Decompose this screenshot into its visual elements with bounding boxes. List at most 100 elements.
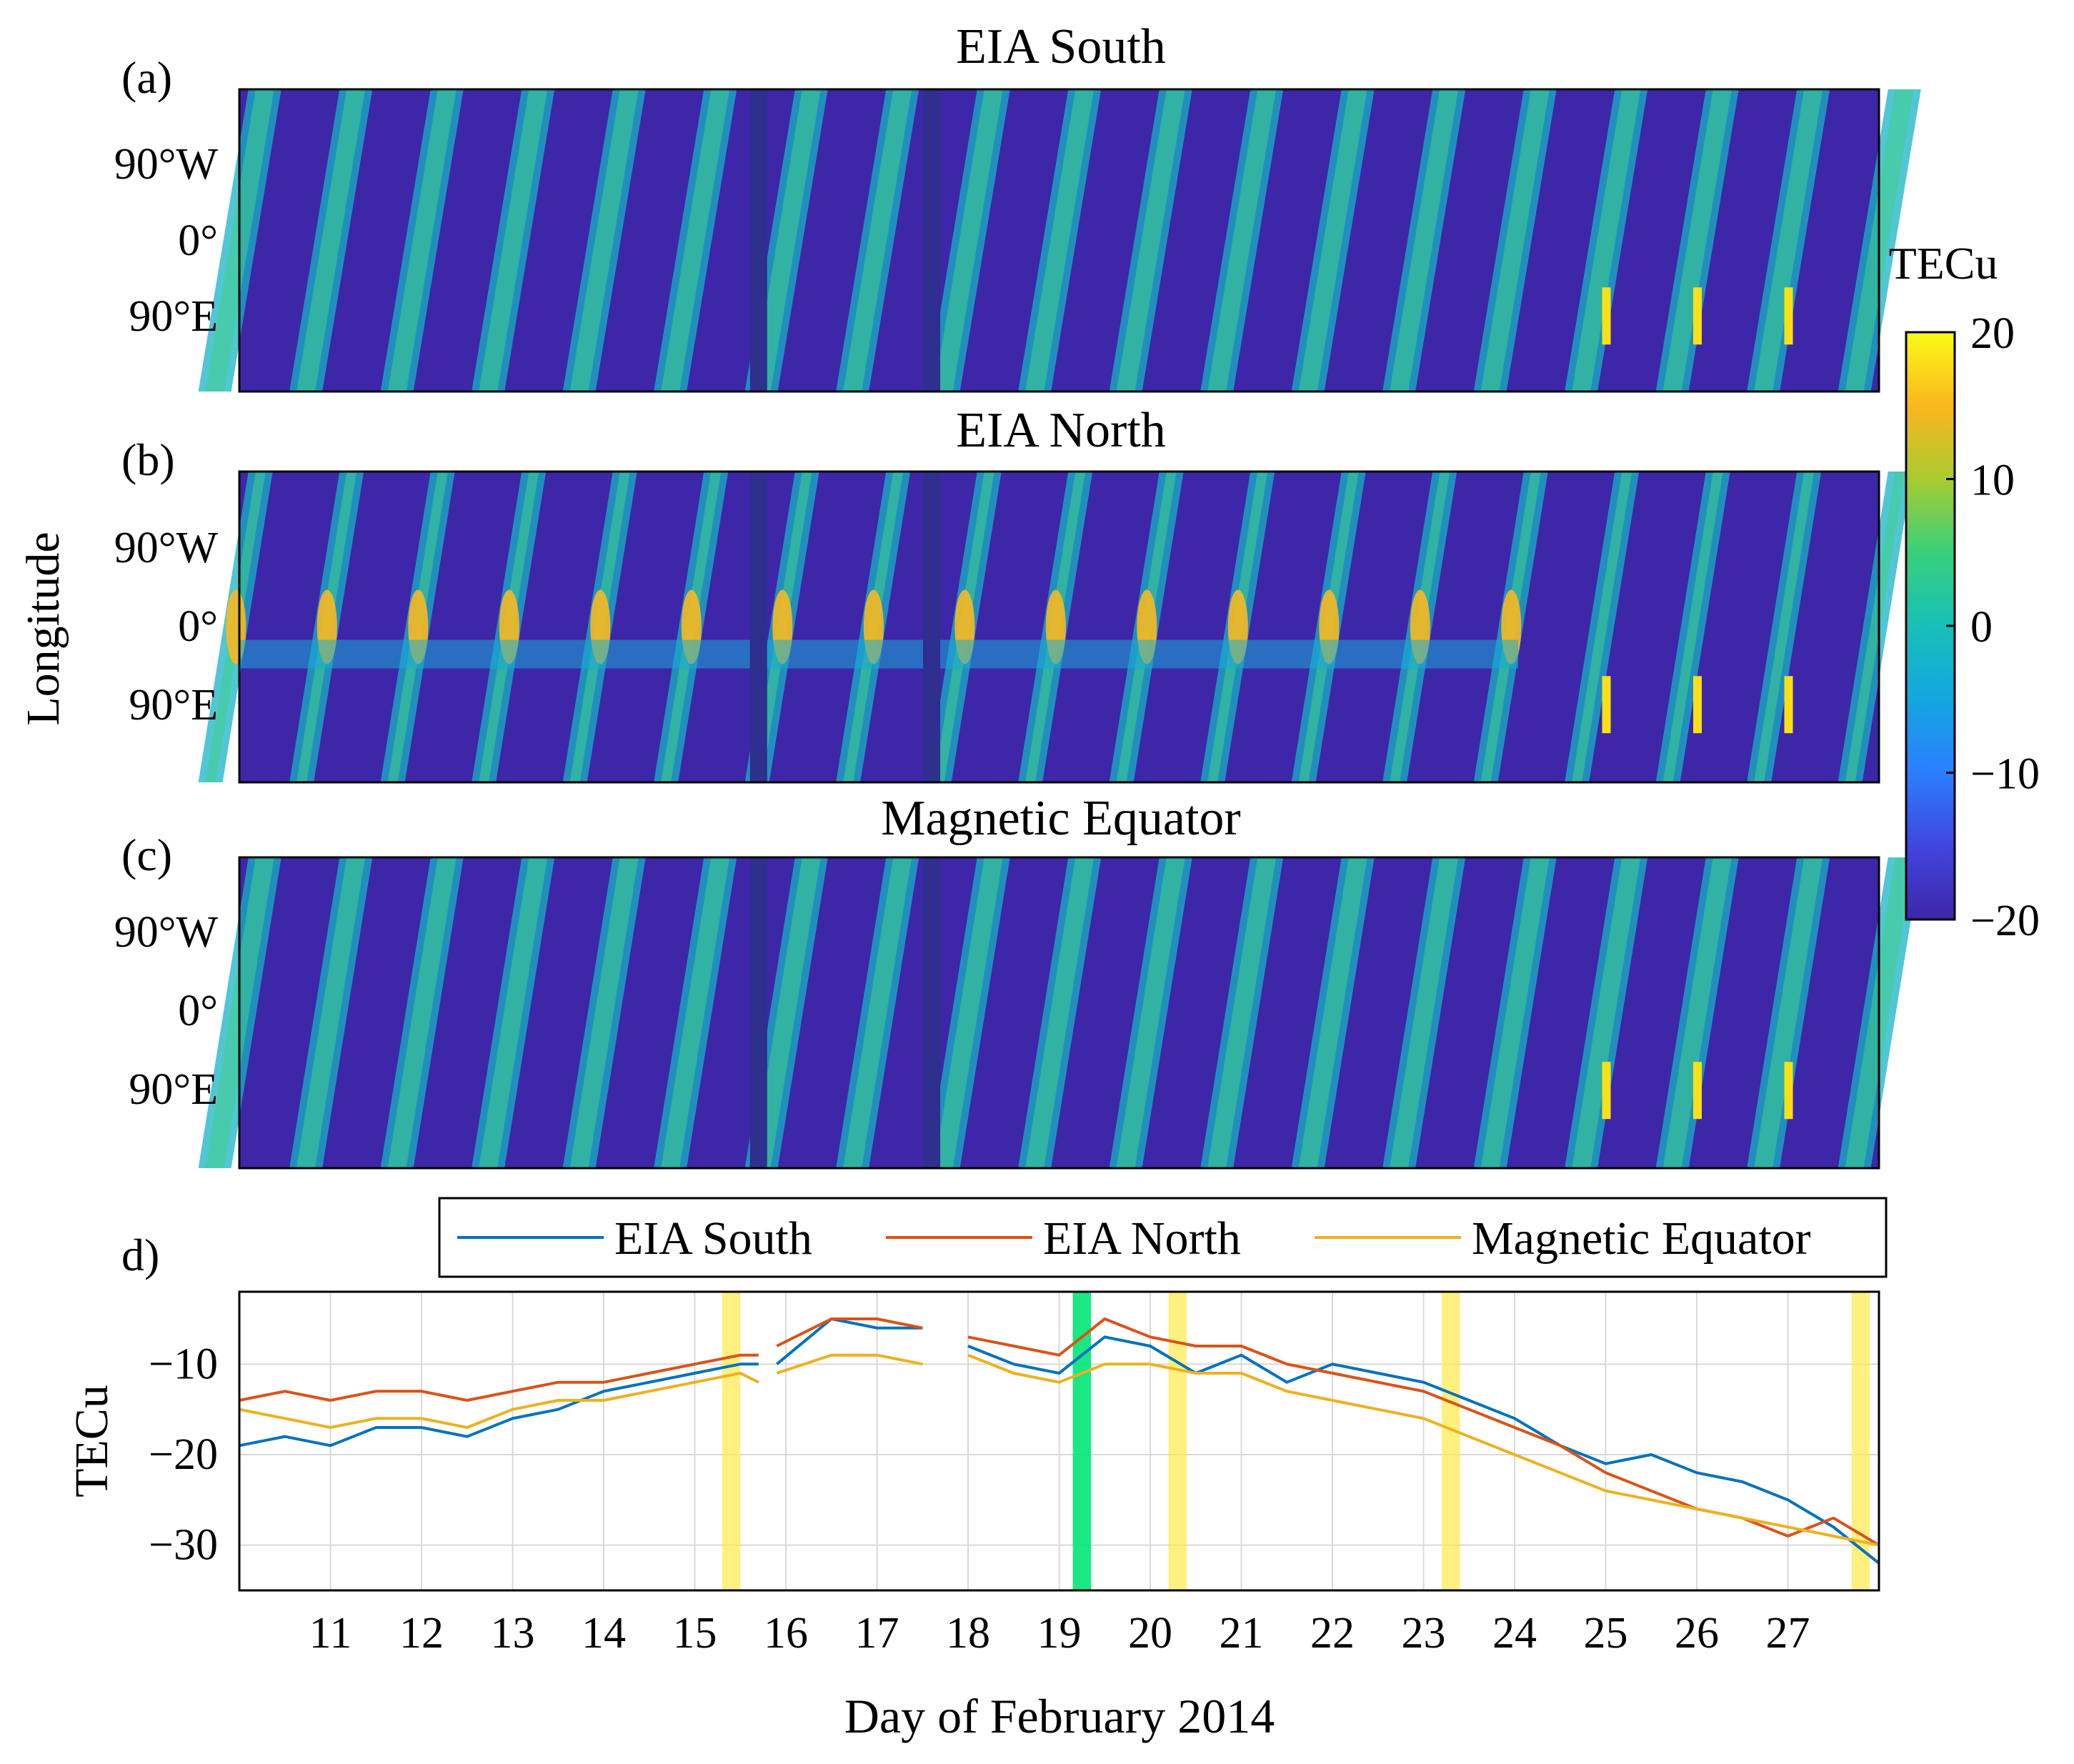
legend-label-eia-north: EIA North bbox=[1043, 1212, 1241, 1265]
heatmap-band-core bbox=[934, 89, 1003, 392]
panel-a-ytick-90w: 90°W bbox=[114, 140, 219, 189]
heatmap-band-core bbox=[1116, 89, 1185, 392]
colorbar-tick-label: 0 bbox=[1970, 603, 1993, 652]
panel-c-yticks: 90°W 0° 90°E bbox=[114, 908, 219, 1114]
heatmap-band-core bbox=[661, 89, 730, 392]
panel-d-xtick-label: 14 bbox=[582, 1609, 626, 1658]
panel-b-yticks: 90°W 0° 90°E bbox=[114, 524, 219, 729]
panel-a-ytick-90e: 90°E bbox=[129, 292, 218, 341]
panel-d-ytick-label: −20 bbox=[149, 1430, 218, 1479]
colorbar-label: TECu bbox=[1889, 238, 1998, 289]
panel-d-xtick-label: 16 bbox=[764, 1609, 808, 1658]
panel-d-letter: d) bbox=[121, 1230, 159, 1280]
colorbar-tick-label: 10 bbox=[1970, 457, 2015, 505]
panel-d-xticks: 11 12 13 14 15 16 17 18 19 20 21 22 23 24 25 26 27 bbox=[309, 1609, 1810, 1658]
panel-d-xtick-label: 26 bbox=[1675, 1609, 1719, 1658]
heatmap-band-core bbox=[296, 857, 366, 1168]
panel-d-xtick-label: 13 bbox=[491, 1609, 535, 1658]
panel-d-xtick-label: 25 bbox=[1584, 1609, 1628, 1658]
heatmap-band-core bbox=[661, 857, 730, 1168]
panel-b-frame bbox=[238, 470, 1880, 784]
heatmap-band-core bbox=[1390, 89, 1459, 392]
legend-label-eia-south: EIA South bbox=[614, 1212, 812, 1265]
heatmap-data-gap bbox=[749, 857, 767, 1168]
heatmap-spike bbox=[1602, 676, 1611, 734]
panel-c-ytick-90e: 90°E bbox=[129, 1065, 218, 1114]
heatmap-band-core bbox=[479, 857, 548, 1168]
colorbar-ticks: 20 10 0 −10 −20 bbox=[1946, 309, 2040, 945]
panel-c-title: Magnetic Equator bbox=[881, 791, 1240, 846]
heatmap-band-core bbox=[1298, 857, 1367, 1168]
heatmap-band-core bbox=[752, 89, 821, 392]
panel-b-title: EIA North bbox=[956, 403, 1166, 458]
heatmap-spike bbox=[1693, 676, 1702, 734]
heatmap-band-core bbox=[1480, 89, 1550, 392]
heatmap-band-core bbox=[1480, 857, 1550, 1168]
heatmap-band-core bbox=[387, 857, 457, 1168]
heatmap-band-core bbox=[843, 89, 912, 392]
heatmap-band-core bbox=[843, 857, 912, 1168]
highlight-span-yellow bbox=[1851, 1292, 1870, 1590]
heatmap-band-core bbox=[1207, 857, 1277, 1168]
panel-d: d) EIA South EIA North Magnetic Equator … bbox=[66, 1197, 1888, 1743]
heatmap-band-core bbox=[1662, 472, 1723, 782]
heatmap-band-core bbox=[752, 857, 821, 1168]
highlight-span-yellow bbox=[722, 1292, 741, 1590]
heatmap-spike bbox=[1784, 1062, 1793, 1120]
heatmap-band-core bbox=[1572, 857, 1641, 1168]
panel-d-ytick-label: −30 bbox=[149, 1521, 218, 1570]
panel-d-xtick-label: 19 bbox=[1037, 1609, 1082, 1658]
legend: EIA South EIA North Magnetic Equator bbox=[438, 1197, 1888, 1278]
panel-a-yticks: 90°W 0° 90°E bbox=[114, 140, 219, 341]
heatmap-band-core bbox=[1207, 89, 1277, 392]
panel-a: EIA South (a) 90°W 0° 90°E bbox=[114, 19, 1921, 393]
panel-d-xtick-label: 20 bbox=[1128, 1609, 1172, 1658]
panel-a-letter: (a) bbox=[121, 52, 172, 103]
panel-b: EIA North (b) 90°W 0° 90°E bbox=[114, 403, 1913, 784]
heatmap-spike bbox=[1784, 676, 1793, 734]
heatmap-band-core bbox=[1662, 89, 1732, 392]
panel-d-xtick-label: 23 bbox=[1402, 1609, 1446, 1658]
heatmap-spike bbox=[1602, 1062, 1611, 1120]
heatmap-band-core bbox=[1754, 857, 1823, 1168]
highlight-span-yellow bbox=[1442, 1292, 1460, 1590]
series-line-0 bbox=[239, 1317, 1880, 1565]
panel-a-title: EIA South bbox=[956, 19, 1166, 74]
heatmap-band-core bbox=[1298, 89, 1367, 392]
heatmap-spike bbox=[1602, 287, 1611, 345]
panel-d-grid bbox=[239, 1292, 1879, 1590]
longitude-ylabel: Longitude bbox=[17, 532, 69, 725]
heatmap-band-core bbox=[1390, 857, 1459, 1168]
panel-b-ytick-0: 0° bbox=[178, 602, 218, 651]
panel-d-xtick-label: 21 bbox=[1220, 1609, 1264, 1658]
panel-b-ytick-90e: 90°E bbox=[129, 681, 218, 729]
legend-box bbox=[438, 1197, 1888, 1278]
heatmap-band-core bbox=[1025, 89, 1095, 392]
panel-d-ylabel: TECu bbox=[66, 1385, 118, 1498]
panel-d-xtick-label: 15 bbox=[673, 1609, 717, 1658]
heatmap-band-core bbox=[1754, 89, 1823, 392]
heatmap-band-core bbox=[479, 89, 548, 392]
panel-d-series bbox=[239, 1317, 1880, 1565]
panel-b-heatmap bbox=[198, 472, 1913, 782]
heatmap-spike bbox=[1693, 1062, 1702, 1120]
highlight-span-yellow bbox=[1168, 1292, 1187, 1590]
panel-c: Magnetic Equator (c) 90°W 0° 90°E bbox=[114, 791, 1921, 1170]
panel-a-frame bbox=[238, 88, 1880, 393]
heatmap-spike bbox=[1784, 287, 1793, 345]
heatmap-band-core bbox=[387, 89, 457, 392]
colorbar-tick-label: 20 bbox=[1970, 309, 2015, 358]
legend-label-magnetic-equator: Magnetic Equator bbox=[1472, 1212, 1811, 1265]
panel-d-ytick-label: −10 bbox=[149, 1340, 218, 1388]
panel-d-xlabel: Day of February 2014 bbox=[844, 1689, 1275, 1743]
panel-d-yticks: −30 −20 −10 bbox=[149, 1340, 218, 1569]
heatmap-band-core bbox=[1662, 857, 1732, 1168]
panel-d-xtick-label: 18 bbox=[946, 1609, 990, 1658]
panel-c-ytick-0: 0° bbox=[178, 987, 218, 1035]
heatmap-data-gap bbox=[923, 89, 940, 392]
heatmap-band-core bbox=[934, 857, 1003, 1168]
heatmap-spike bbox=[1693, 287, 1702, 345]
colorbar: TECu 20 10 0 −10 −20 bbox=[1889, 238, 2040, 945]
heatmap-band-core bbox=[1572, 89, 1641, 392]
